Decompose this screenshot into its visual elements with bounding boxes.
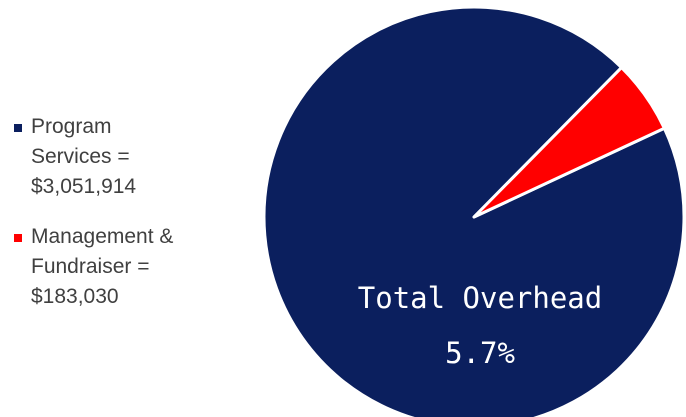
legend-label-program-services: Program Services = $3,051,914 bbox=[31, 112, 136, 202]
legend-swatch-program-services bbox=[14, 124, 22, 132]
legend-label-management-fundraiser: Management & Fundraiser = $183,030 bbox=[31, 222, 173, 312]
legend-entry-management-fundraiser: Management & Fundraiser = $183,030 bbox=[14, 222, 244, 312]
legend-label-line: $183,030 bbox=[31, 285, 119, 308]
legend-label-line: Services = bbox=[31, 145, 130, 168]
legend-entry-program-services: Program Services = $3,051,914 bbox=[14, 112, 244, 202]
chart-legend: Program Services = $3,051,914 Management… bbox=[14, 112, 244, 332]
overhead-percent: 5.7% bbox=[445, 336, 515, 370]
overhead-label: Total Overhead bbox=[358, 281, 602, 315]
legend-label-line: $3,051,914 bbox=[31, 175, 137, 198]
legend-swatch-management-fundraiser bbox=[14, 234, 22, 242]
legend-label-line: Management & bbox=[31, 225, 174, 248]
pie-slices bbox=[262, 5, 686, 417]
pie-slice-management-fundraiser bbox=[472, 66, 666, 219]
legend-label-line: Program bbox=[31, 115, 112, 138]
legend-label-line: Fundraiser = bbox=[31, 255, 150, 278]
